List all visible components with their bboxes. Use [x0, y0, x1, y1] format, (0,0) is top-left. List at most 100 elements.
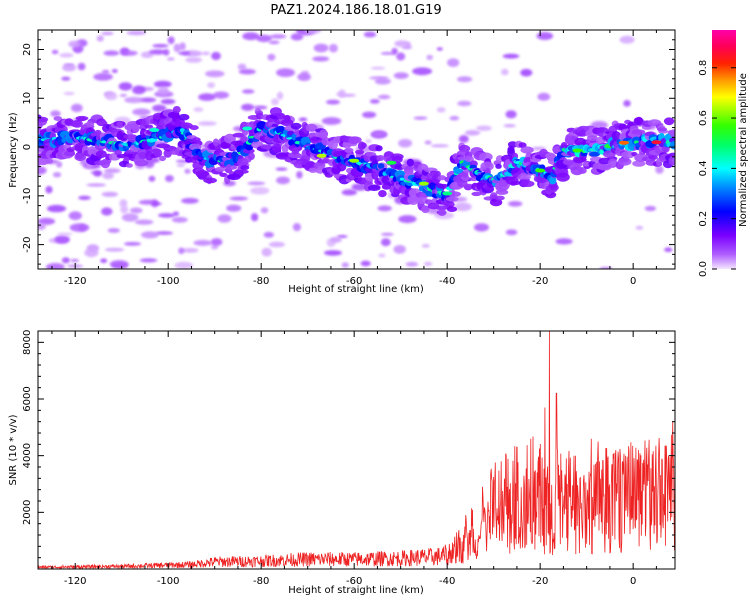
- spectrogram-x-tick-label: -120: [64, 276, 87, 287]
- heatmap-halo-cell: [134, 159, 149, 167]
- heatmap-noise-cell: [229, 196, 248, 201]
- colorbar-tick-label: 0.0: [698, 261, 709, 277]
- heatmap-halo-cell: [618, 123, 628, 131]
- heatmap-noise-cell: [107, 228, 120, 233]
- heatmap-halo-cell: [607, 158, 618, 169]
- heatmap-noise-cell: [474, 223, 489, 232]
- heatmap-noise-cell: [250, 186, 270, 195]
- spectrogram-y-label: Frequency (Hz): [8, 112, 19, 188]
- heatmap-noise-cell: [341, 262, 349, 268]
- heatmap-noise-cell: [537, 92, 551, 101]
- heatmap-halo-cell: [74, 152, 86, 162]
- heatmap-noise-cell: [201, 51, 211, 56]
- heatmap-halo-cell: [280, 119, 294, 127]
- heatmap-noise-cell: [313, 43, 329, 53]
- heatmap-noise-cell: [111, 69, 118, 73]
- heatmap-noise-cell: [167, 36, 175, 45]
- heatmap-halo-cell: [45, 158, 54, 164]
- heatmap-halo-cell: [663, 117, 675, 126]
- heatmap-noise-cell: [193, 239, 212, 246]
- snr-y-tick-label: 8000: [22, 330, 33, 355]
- heatmap-noise-cell: [86, 183, 106, 187]
- heatmap-halo-cell: [520, 180, 535, 187]
- spectrogram-y-tick-label: -20: [22, 236, 33, 252]
- heatmap-halo-cell: [189, 125, 199, 131]
- heatmap-noise-cell: [394, 40, 409, 47]
- heatmap-halo-cell: [237, 169, 249, 174]
- heatmap-halo-cell: [556, 172, 570, 182]
- heatmap-noise-cell: [101, 69, 110, 74]
- heatmap-noise-cell: [256, 34, 272, 43]
- heatmap-noise-cell: [405, 261, 419, 267]
- heatmap-noise-cell: [396, 52, 406, 61]
- colorbar-tick-label: 0.8: [698, 60, 709, 76]
- colorbar-tick-label: 0.4: [698, 160, 709, 176]
- heatmap-halo-cell: [131, 123, 140, 133]
- heatmap-noise-cell: [362, 111, 377, 119]
- heatmap-noise-cell: [247, 181, 266, 186]
- heatmap-noise-cell: [120, 50, 138, 56]
- heatmap-halo-cell: [464, 183, 474, 189]
- heatmap-noise-cell: [454, 202, 472, 212]
- heatmap-noise-cell: [464, 130, 481, 136]
- heatmap-noise-cell: [599, 266, 613, 269]
- heatmap-noise-cell: [268, 40, 280, 45]
- heatmap-halo-cell: [271, 143, 282, 153]
- heatmap-max-cell: [242, 126, 253, 131]
- colorbar-label: Normalized spectral amplitude: [738, 73, 749, 227]
- heatmap-halo-cell: [64, 150, 76, 157]
- heatmap-noise-cell: [63, 91, 75, 96]
- heatmap-halo-cell: [406, 158, 415, 167]
- heatmap-noise-cell: [38, 166, 47, 175]
- heatmap-noise-cell: [126, 30, 147, 36]
- heatmap-noise-cell: [536, 32, 554, 40]
- heatmap-noise-cell: [276, 176, 290, 185]
- heatmap-halo-cell: [95, 150, 107, 159]
- heatmap-noise-cell: [365, 139, 372, 143]
- heatmap-halo-cell: [510, 180, 521, 186]
- heatmap-noise-cell: [210, 238, 223, 246]
- heatmap-noise-cell: [101, 31, 114, 36]
- heatmap-noise-cell: [505, 110, 517, 119]
- snr-x-tick-label: 0: [630, 576, 636, 587]
- snr-ticks: -120 -100 -80 -60 -40 -20 0 2000 4000 6000 8000: [22, 330, 675, 587]
- heatmap-noise-cell: [120, 205, 129, 214]
- snr-panel: -120 -100 -80 -60 -40 -20 0 2000 4000 6000 8000 He…: [8, 330, 676, 596]
- heatmap-halo-cell: [290, 122, 302, 130]
- heatmap-noise-cell: [421, 244, 430, 248]
- heatmap-noise-cell: [381, 232, 394, 236]
- heatmap-max-cell: [618, 140, 629, 145]
- heatmap-noise-cell: [93, 170, 102, 177]
- heatmap-halo-cell: [489, 198, 503, 207]
- heatmap-halo-cell: [242, 148, 255, 154]
- heatmap-noise-cell: [104, 247, 125, 252]
- heatmap-noise-cell: [70, 258, 80, 263]
- heatmap-noise-cell: [57, 232, 73, 236]
- heatmap-halo-cell: [114, 149, 122, 156]
- heatmap-noise-cell: [124, 96, 144, 104]
- heatmap-halo-cell: [471, 191, 482, 197]
- heatmap-noise-cell: [185, 57, 203, 63]
- heatmap-noise-cell: [165, 175, 174, 182]
- snr-y-tick-label: 2000: [22, 500, 33, 525]
- heatmap-max-cell: [535, 168, 546, 173]
- heatmap-noise-cell: [261, 247, 273, 257]
- heatmap-halo-cell: [276, 112, 286, 120]
- colorbar-gradient: [712, 30, 736, 269]
- heatmap-noise-cell: [502, 53, 520, 59]
- spectrogram-x-tick-label: -40: [439, 276, 455, 287]
- heatmap-halo-cell: [378, 190, 387, 198]
- heatmap-halo-cell: [495, 195, 505, 201]
- spectrogram-x-tick-label: 0: [630, 276, 636, 287]
- heatmap-halo-cell: [125, 163, 133, 168]
- heatmap-noise-cell: [84, 248, 99, 258]
- figure-title: PAZ1.2024.186.18.01.G19: [270, 3, 441, 18]
- heatmap-halo-cell: [670, 132, 675, 138]
- heatmap-noise-cell: [267, 53, 276, 61]
- heatmap-noise-cell: [157, 86, 169, 96]
- heatmap-halo-cell: [224, 133, 236, 144]
- heatmap-halo-cell: [86, 120, 95, 128]
- heatmap-noise-cell: [181, 197, 199, 204]
- heatmap-noise-cell: [61, 76, 71, 81]
